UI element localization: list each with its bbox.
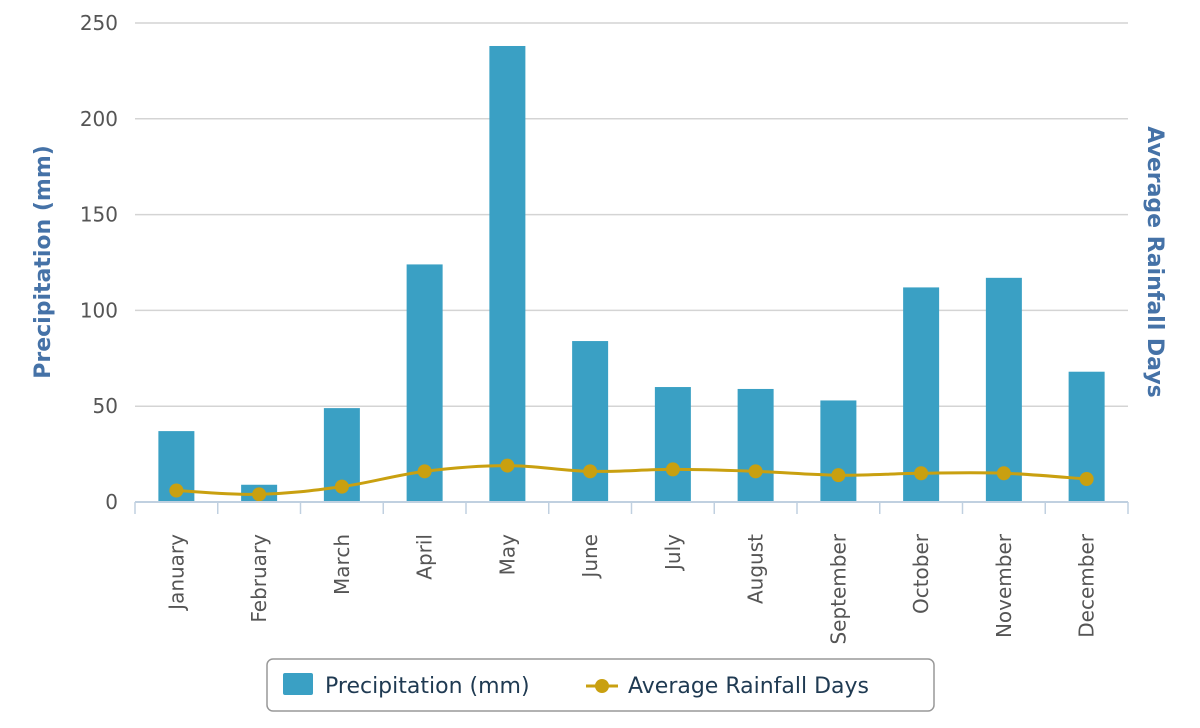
x-tick-label-march: March (330, 534, 354, 595)
x-tick-label-december: December (1075, 533, 1099, 637)
y-tick-label: 100 (80, 298, 118, 322)
legend-item-precipitation[interactable]: Precipitation (mm) (283, 673, 530, 699)
x-tick-label-august: August (744, 534, 768, 604)
legend-item-rainfall-days[interactable]: Average Rainfall Days (586, 674, 869, 699)
y-tick-label: 0 (105, 490, 118, 514)
x-tick-label-january: January (164, 534, 188, 612)
y-tick-label: 150 (80, 203, 118, 227)
point-november[interactable] (996, 466, 1011, 481)
legend-swatch-bar (283, 673, 313, 695)
x-tick-label-june: June (578, 534, 602, 580)
x-tick-label-october: October (909, 533, 933, 614)
bar-april[interactable] (406, 264, 443, 502)
bar-october[interactable] (903, 287, 940, 502)
point-january[interactable] (169, 483, 184, 498)
y-tick-label: 50 (93, 394, 118, 418)
point-july[interactable] (665, 462, 680, 477)
y-axis-title: Precipitation (mm) (31, 145, 56, 379)
x-tick-label-september: September (826, 533, 850, 644)
point-october[interactable] (914, 466, 929, 481)
point-september[interactable] (831, 468, 846, 483)
rainfall-days-line (169, 458, 1094, 502)
bar-september[interactable] (820, 400, 857, 502)
legend-label-rainfall-days: Average Rainfall Days (628, 674, 869, 699)
bar-may[interactable] (489, 45, 526, 502)
y-axis-ticks: 0 50 100 150 200 250 (80, 11, 118, 514)
x-axis-ticks: January February March April May June July Augu… (164, 533, 1098, 644)
point-march[interactable] (334, 479, 349, 494)
legend-swatch-marker (595, 679, 609, 693)
bar-july[interactable] (654, 387, 691, 502)
precipitation-bars (158, 45, 1105, 502)
x-tick-label-november: November (992, 533, 1016, 638)
point-august[interactable] (748, 464, 763, 479)
point-may[interactable] (500, 458, 515, 473)
y-tick-label: 250 (80, 11, 118, 35)
legend-label-precipitation: Precipitation (mm) (325, 674, 530, 699)
x-tick-label-april: April (413, 534, 437, 580)
point-june[interactable] (583, 464, 598, 479)
x-tick-label-february: February (247, 534, 271, 623)
bar-august[interactable] (737, 388, 774, 502)
y-tick-label: 200 (80, 107, 118, 131)
y2-axis-title: Average Rainfall Days (1142, 126, 1167, 398)
x-tick-label-may: May (495, 534, 519, 576)
point-february[interactable] (252, 487, 267, 502)
point-december[interactable] (1079, 472, 1094, 487)
rainfall-days-curve (176, 464, 1087, 496)
x-tick-label-july: July (661, 534, 685, 572)
axes (134, 501, 1129, 514)
grid-lines (135, 22, 1128, 407)
point-april[interactable] (417, 464, 432, 479)
bar-november[interactable] (985, 277, 1022, 502)
legend: Precipitation (mm) Average Rainfall Days (266, 658, 935, 712)
